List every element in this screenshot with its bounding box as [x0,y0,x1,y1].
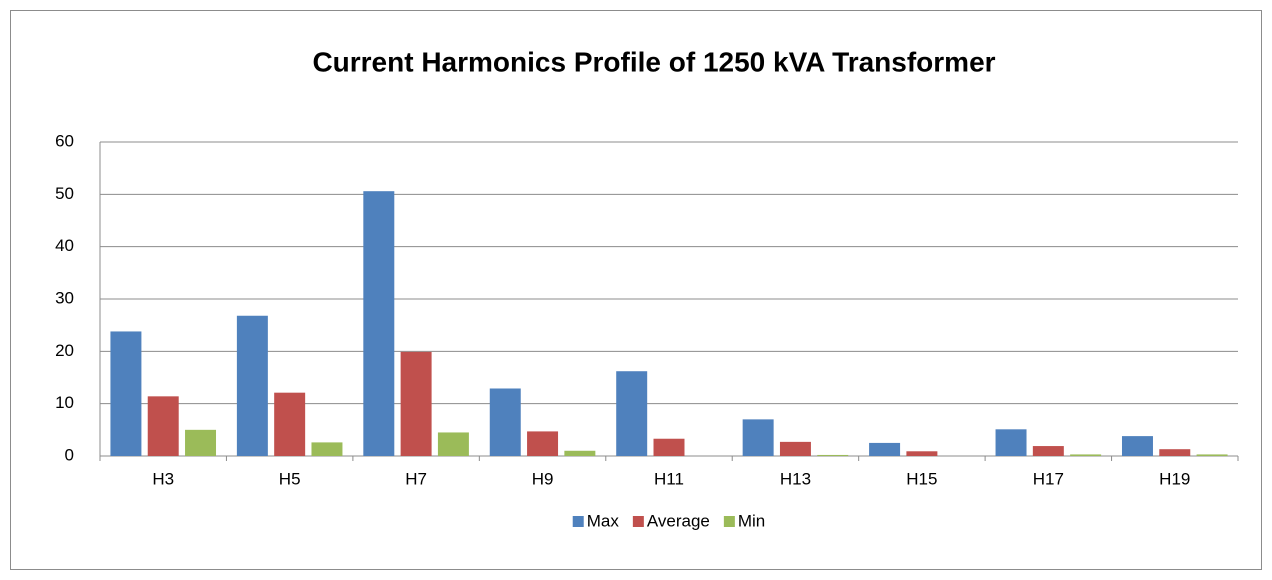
y-tick-label: 20 [55,341,74,360]
legend-marker [572,516,584,527]
bar [1070,454,1102,456]
bar [1196,454,1228,456]
x-tick-label: H3 [152,469,174,488]
y-tick-label: 30 [55,288,74,307]
bar [363,191,395,456]
y-tick-label: 60 [55,131,74,150]
bar [527,431,559,456]
x-tick-label: H19 [1159,469,1190,488]
y-tick-label: 0 [65,445,74,464]
bar [274,392,306,456]
legend-label: Min [738,511,765,530]
bar [995,429,1027,456]
bar [236,315,268,456]
bar [817,454,849,456]
legend-marker [723,516,735,527]
bar [1032,446,1064,456]
x-tick-label: H7 [405,469,427,488]
bar [1159,449,1191,456]
bar [906,451,938,456]
x-tick-label: H15 [906,469,937,488]
bar [489,388,521,456]
y-tick-label: 10 [55,393,74,412]
bar [147,396,179,456]
chart-border [10,10,1262,570]
x-tick-label: H11 [654,469,684,488]
x-tick-label: H5 [279,469,301,488]
bar [869,442,901,456]
bar [742,419,774,456]
legend-marker [632,516,644,527]
bar [653,438,685,456]
bar [185,429,217,456]
bar [311,442,343,456]
legend-label: Max [587,511,620,530]
chart-title: Current Harmonics Profile of 1250 kVA Tr… [312,46,995,77]
y-tick-label: 40 [55,236,74,255]
bar [616,371,648,456]
bar [779,441,811,456]
x-tick-label: H9 [532,469,554,488]
bar [110,331,142,456]
y-tick-label: 50 [55,184,74,203]
x-tick-label: H17 [1033,469,1064,488]
bar [400,351,432,456]
bar [1121,436,1153,456]
bar [564,450,596,456]
bar [437,432,469,456]
x-tick-label: H13 [780,469,811,488]
legend-label: Average [647,511,710,530]
